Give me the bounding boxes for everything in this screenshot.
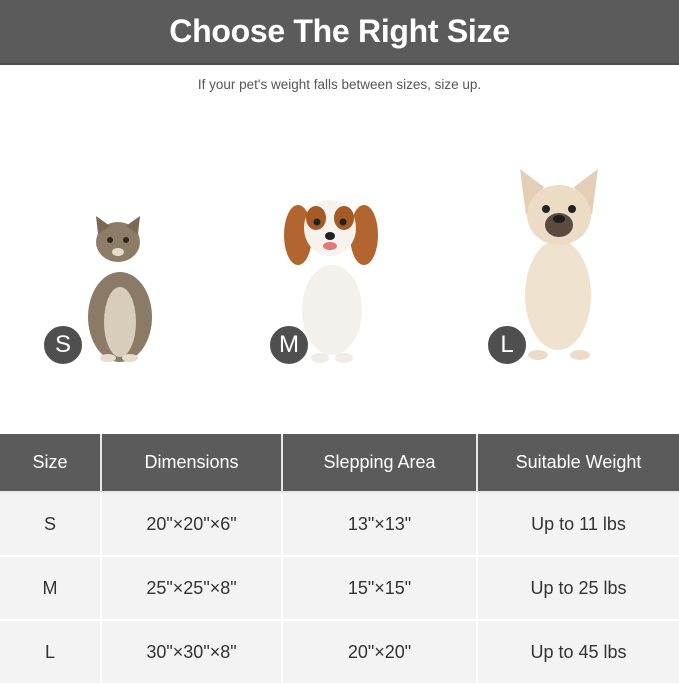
page-title: Choose The Right Size: [169, 13, 510, 49]
cell-dimensions: 30"×30"×8": [101, 620, 283, 685]
cell-size: S: [0, 492, 102, 557]
header-suitable-weight: Suitable Weight: [477, 434, 679, 493]
header-size: Size: [0, 434, 102, 493]
table-row: M 25"×25"×8" 15"×15" Up to 25 lbs: [0, 556, 679, 621]
title-banner: Choose The Right Size: [0, 0, 679, 65]
size-badge-s: S: [43, 325, 83, 365]
table-row: S 20"×20"×6" 13"×13" Up to 11 lbs: [0, 492, 679, 557]
cell-dimensions: 25"×25"×8": [101, 556, 283, 621]
cell-weight: Up to 45 lbs: [477, 620, 679, 685]
cell-weight: Up to 11 lbs: [477, 492, 679, 557]
large-dog-image: [520, 169, 598, 360]
size-table: Size Dimensions Slepping Area Suitable W…: [0, 434, 679, 685]
cell-size: M: [0, 556, 102, 621]
cell-sleeping-area: 20"×20": [282, 620, 478, 685]
small-dog-image: [284, 200, 378, 363]
size-badge-l: L: [487, 325, 527, 365]
cell-size: L: [0, 620, 102, 685]
header-sleeping-area: Slepping Area: [282, 434, 478, 493]
size-badge-m: M: [269, 325, 309, 365]
table-header-row: Size Dimensions Slepping Area Suitable W…: [0, 434, 679, 493]
cell-dimensions: 20"×20"×6": [101, 492, 283, 557]
table-row: L 30"×30"×8" 20"×20" Up to 45 lbs: [0, 620, 679, 685]
sizing-tip: If your pet's weight falls between sizes…: [197, 77, 482, 92]
cat-image: [88, 216, 152, 362]
header-dimensions: Dimensions: [101, 434, 283, 493]
cell-weight: Up to 25 lbs: [477, 556, 679, 621]
cell-sleeping-area: 15"×15": [282, 556, 478, 621]
cell-sleeping-area: 13"×13": [282, 492, 478, 557]
